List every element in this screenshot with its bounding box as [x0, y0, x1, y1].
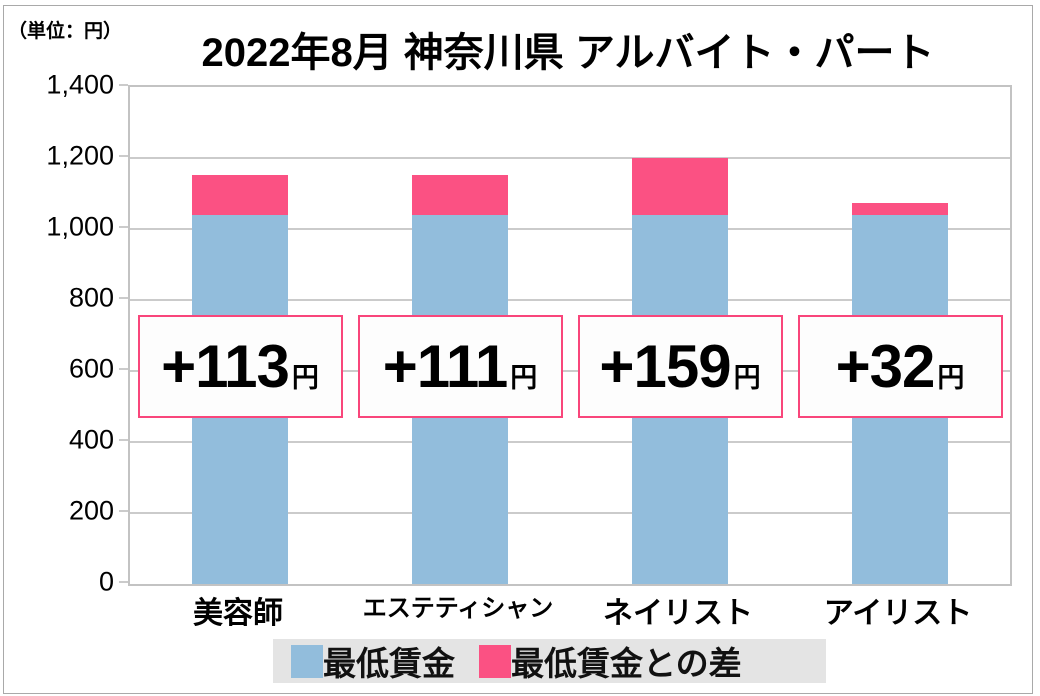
annotation-unit: 円	[733, 363, 761, 393]
y-axis-tick-label: 600	[68, 353, 114, 384]
plot-area: +113 円 +111 円 +159 円 +32 円	[128, 85, 1012, 586]
bar-segment-diff	[852, 203, 948, 215]
x-axis-label: エステティシャン	[362, 595, 554, 622]
y-axis-tick-label: 1,400	[46, 69, 114, 100]
legend-swatch-min-wage	[291, 644, 323, 678]
annotation-box: +32 円	[797, 315, 1003, 418]
legend-swatch-diff	[479, 644, 511, 678]
annotation-unit: 円	[937, 363, 965, 393]
annotation-text: +113 円	[161, 332, 319, 401]
bar-segment-diff	[412, 175, 508, 215]
y-axis-tick-mark	[119, 581, 128, 583]
y-axis-tick-label: 200	[68, 495, 114, 526]
annotation-box: +111 円	[357, 315, 563, 418]
x-axis-label: 美容師	[193, 597, 283, 630]
legend-label: 最低賃金との差	[511, 645, 742, 682]
annotation-unit: 円	[291, 363, 319, 393]
y-axis-tick-mark	[119, 510, 128, 512]
y-axis-tick-mark	[119, 368, 128, 370]
y-axis-tick-label: 0	[98, 566, 114, 597]
annotation-value: +159	[599, 333, 731, 400]
bar-segment-diff	[192, 174, 288, 215]
annotation-value: +113	[161, 333, 290, 400]
y-axis-tick-mark	[119, 84, 128, 86]
legend-item: 最低賃金	[291, 637, 455, 685]
legend-label: 最低賃金	[323, 645, 455, 682]
x-axis-label: ネイリスト	[603, 597, 753, 630]
y-gridline	[130, 157, 1010, 159]
annotation-text: +159 円	[599, 332, 760, 401]
annotation-text: +32 円	[836, 332, 965, 401]
y-axis-tick-label: 400	[68, 424, 114, 455]
legend: 最低賃金 最低賃金との差	[273, 639, 826, 683]
annotation-unit: 円	[510, 363, 538, 393]
chart-title: 2022年8月 神奈川県 アルバイト・パート	[201, 31, 935, 75]
annotation-text: +111 円	[383, 332, 538, 401]
y-axis-tick-label: 1,000	[46, 211, 114, 242]
y-axis-tick-label: 800	[68, 282, 114, 313]
annotation-value: +32	[835, 333, 936, 400]
annotation-box: +159 円	[577, 315, 783, 418]
x-axis-label: アイリスト	[823, 597, 973, 630]
unit-label: （単位：円）	[8, 21, 123, 42]
y-axis-tick-mark	[119, 155, 128, 157]
annotation-box: +113 円	[137, 315, 343, 418]
y-axis-tick-mark	[119, 297, 128, 299]
y-axis-tick-mark	[119, 439, 128, 441]
legend-item: 最低賃金との差	[479, 637, 742, 685]
bar-segment-diff	[632, 158, 728, 215]
y-axis-tick-label: 1,200	[46, 140, 114, 171]
y-axis-tick-mark	[119, 226, 128, 228]
annotation-value: +111	[382, 333, 509, 400]
